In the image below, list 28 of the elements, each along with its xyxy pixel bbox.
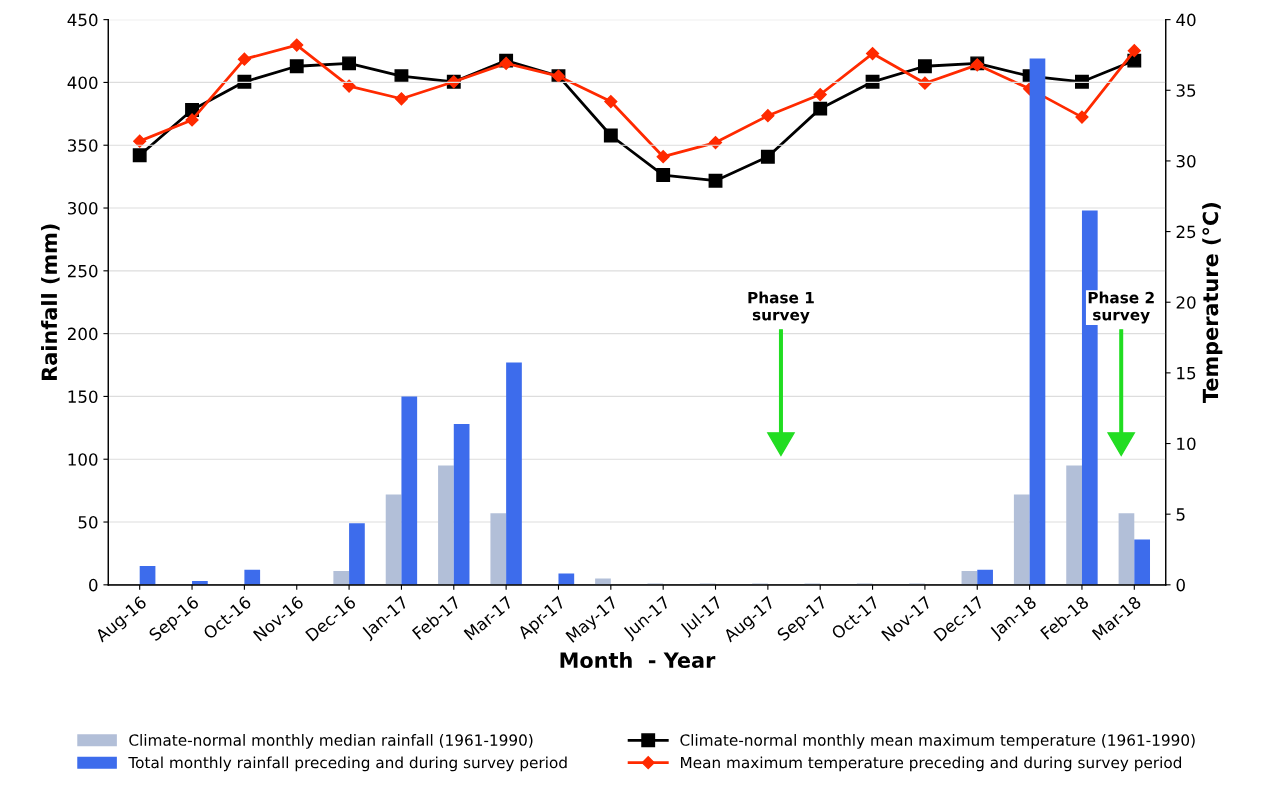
y2-tick-label: 25	[1176, 225, 1196, 239]
legend-label: Mean maximum temperature preceding and during survey period	[681, 756, 1182, 772]
y2-axis-title: Temperature (°C)	[1202, 203, 1223, 404]
legend-label: Total monthly rainfall preceding and during survey period	[128, 756, 567, 772]
y-tick-label: 0	[89, 578, 98, 592]
annotation: Phase 1 survey	[748, 291, 814, 324]
y-tick-label: 300	[68, 201, 98, 215]
y-tick-label: 200	[67, 327, 98, 341]
y2-tick-label: 5	[1176, 508, 1185, 521]
y2-tick-label: 10	[1177, 437, 1196, 451]
y-tick-label: 50	[78, 515, 98, 529]
y-tick-label: 400	[67, 76, 98, 89]
legend-label: Climate-normal monthly median rainfall (1961-1990)	[129, 734, 533, 749]
y2-tick-label: 30	[1176, 154, 1196, 168]
annotation: Phase 2 survey	[1088, 291, 1154, 324]
y-tick-label: 450	[67, 13, 98, 27]
y-tick-label: 100	[68, 453, 98, 466]
x-axis-title: Month - Year	[560, 651, 716, 669]
y2-tick-label: 40	[1176, 13, 1196, 27]
y-axis-title: Rainfall (mm)	[41, 224, 60, 380]
y2-tick-label: 15	[1177, 367, 1196, 380]
y-tick-label: 350	[68, 139, 98, 152]
y2-tick-label: 35	[1176, 84, 1196, 97]
y-tick-label: 250	[67, 264, 98, 278]
y2-tick-label: 0	[1176, 578, 1185, 592]
y2-tick-label: 20	[1176, 296, 1196, 309]
y-tick-label: 150	[68, 390, 98, 403]
legend-label: Climate-normal monthly mean maximum temperature (1961-1990)	[680, 734, 1195, 749]
